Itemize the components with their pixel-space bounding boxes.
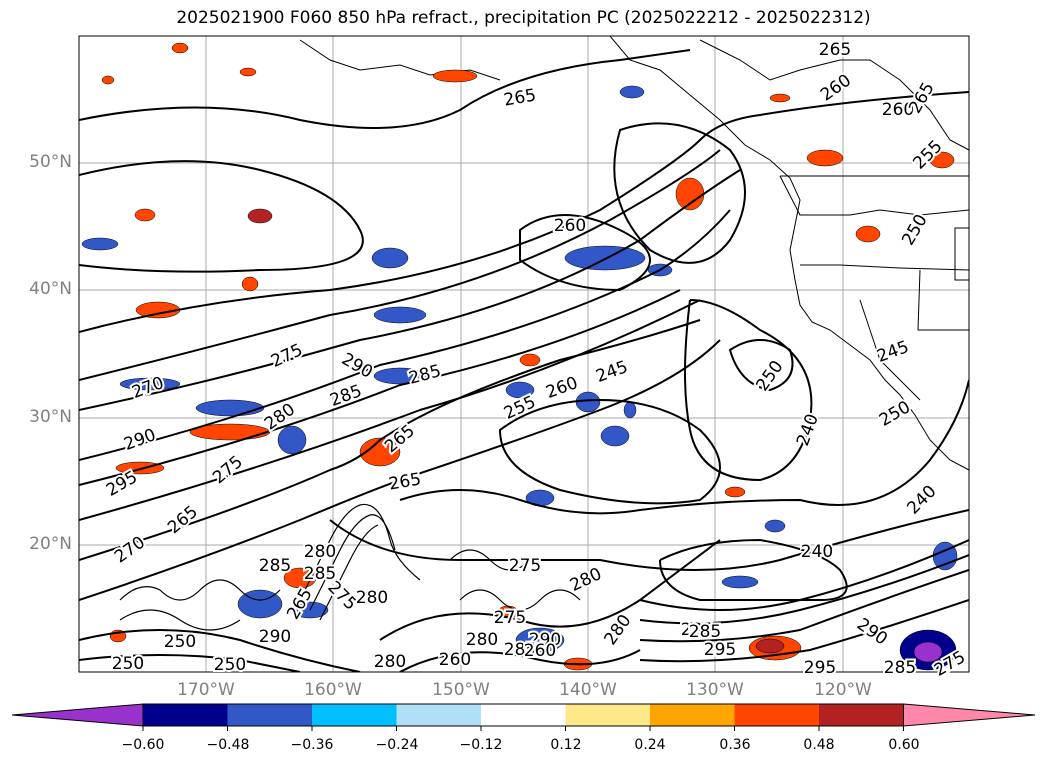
colorbar-segment	[481, 704, 566, 726]
refractivity-contours-thin	[119, 503, 581, 631]
colorbar-extension-high	[903, 703, 1036, 727]
colorbar	[11, 703, 1036, 731]
colorbar-tick: 0.24	[634, 737, 666, 753]
colorbar-segment	[565, 704, 650, 726]
contour-label: 285	[259, 556, 291, 576]
contour-label: 240	[793, 411, 823, 448]
contour-label: 290	[338, 349, 376, 383]
map-title: 2025021900 F060 850 hPa refract., precip…	[176, 8, 871, 28]
contour-label: 290	[529, 630, 561, 650]
contour-label: 245	[874, 337, 911, 367]
contour-label: 250	[112, 654, 144, 674]
contour-label: 260	[439, 650, 471, 670]
lon-label-170w: 170°W	[177, 680, 235, 700]
contour-label: 260	[554, 216, 586, 236]
colorbar-tick: −0.24	[375, 737, 419, 753]
contour-label: 280	[466, 630, 498, 650]
contour-label: 240	[903, 481, 940, 518]
colorbar-segment	[650, 704, 735, 726]
colorbar-extension-low	[11, 703, 144, 727]
lon-label-140w: 140°W	[559, 680, 617, 700]
colorbar-tick: −0.60	[121, 737, 165, 753]
contour-label: 260	[524, 641, 556, 661]
contour-label: 265	[387, 469, 422, 494]
contour-label: 280	[356, 588, 388, 608]
contour-label: 275	[268, 340, 306, 372]
lon-label-120w: 120°W	[814, 680, 872, 700]
lat-label-30n: 30°N	[29, 407, 72, 427]
contour-label: 250	[898, 211, 932, 249]
colorbar-segment	[227, 704, 312, 726]
colorbar-tick: 0.12	[550, 737, 582, 753]
colorbar-segment	[312, 704, 397, 726]
contour-label: 270	[111, 533, 149, 568]
colorbar-segment	[734, 704, 819, 726]
colorbar-segment	[143, 704, 228, 726]
contour-label: 265	[164, 502, 202, 538]
contour-label: 280	[304, 542, 336, 562]
contour-label: 280	[374, 652, 406, 672]
contour-label: 250	[214, 655, 246, 675]
contour-label: 290	[121, 425, 158, 455]
contour-label: 275	[494, 608, 526, 628]
contour-label: 250	[876, 397, 914, 431]
colorbar-tick: 0.60	[888, 737, 920, 753]
contour-label: 260	[817, 71, 855, 106]
colorbar-segment	[819, 704, 904, 726]
colorbar-tick: 0.48	[803, 737, 835, 753]
contour-label: 290	[259, 627, 291, 647]
colorbar-segment	[396, 704, 481, 726]
lat-label-20n: 20°N	[29, 534, 72, 554]
colorbar-tick: −0.36	[290, 737, 334, 753]
contour-label: 285	[407, 361, 444, 389]
refractivity-contours	[79, 49, 969, 672]
plot-frame	[78, 35, 970, 673]
contour-label: 280	[601, 611, 636, 649]
lon-label-160w: 160°W	[304, 680, 362, 700]
contour-label: 250	[753, 357, 788, 395]
contour-label: 265	[502, 85, 537, 110]
contour-label: 285	[304, 564, 336, 584]
lat-label-50n: 50°N	[29, 152, 72, 172]
contour-label: 240	[801, 542, 833, 562]
contour-label: 260	[882, 100, 914, 120]
colorbar-tick: 0.36	[719, 737, 751, 753]
colorbar-tick: −0.12	[459, 737, 503, 753]
contour-label: 260	[543, 373, 580, 403]
contour-label: 275	[209, 452, 247, 488]
lon-label-150w: 150°W	[432, 680, 490, 700]
contour-label: 250	[164, 632, 196, 652]
contour-label: 270	[129, 373, 166, 403]
contour-label: 280	[567, 564, 605, 596]
contour-label: 295	[804, 658, 836, 678]
contour-label: 285	[884, 658, 916, 678]
contour-label: 285	[689, 622, 721, 642]
contour-label: 285	[681, 620, 713, 640]
lat-label-40n: 40°N	[29, 279, 72, 299]
contour-label: 295	[704, 640, 736, 660]
contour-label: 245	[593, 357, 630, 387]
contour-label: 255	[501, 392, 539, 424]
contour-label: 290	[853, 615, 891, 650]
contour-label: 285	[504, 640, 536, 660]
contour-label: 275	[509, 556, 541, 576]
coastline	[299, 36, 969, 471]
colorbar-tick: −0.48	[206, 737, 250, 753]
graticule	[79, 36, 969, 672]
contour-label: 265	[819, 40, 851, 60]
lon-label-130w: 130°W	[686, 680, 744, 700]
colorbar-frame	[142, 703, 904, 727]
